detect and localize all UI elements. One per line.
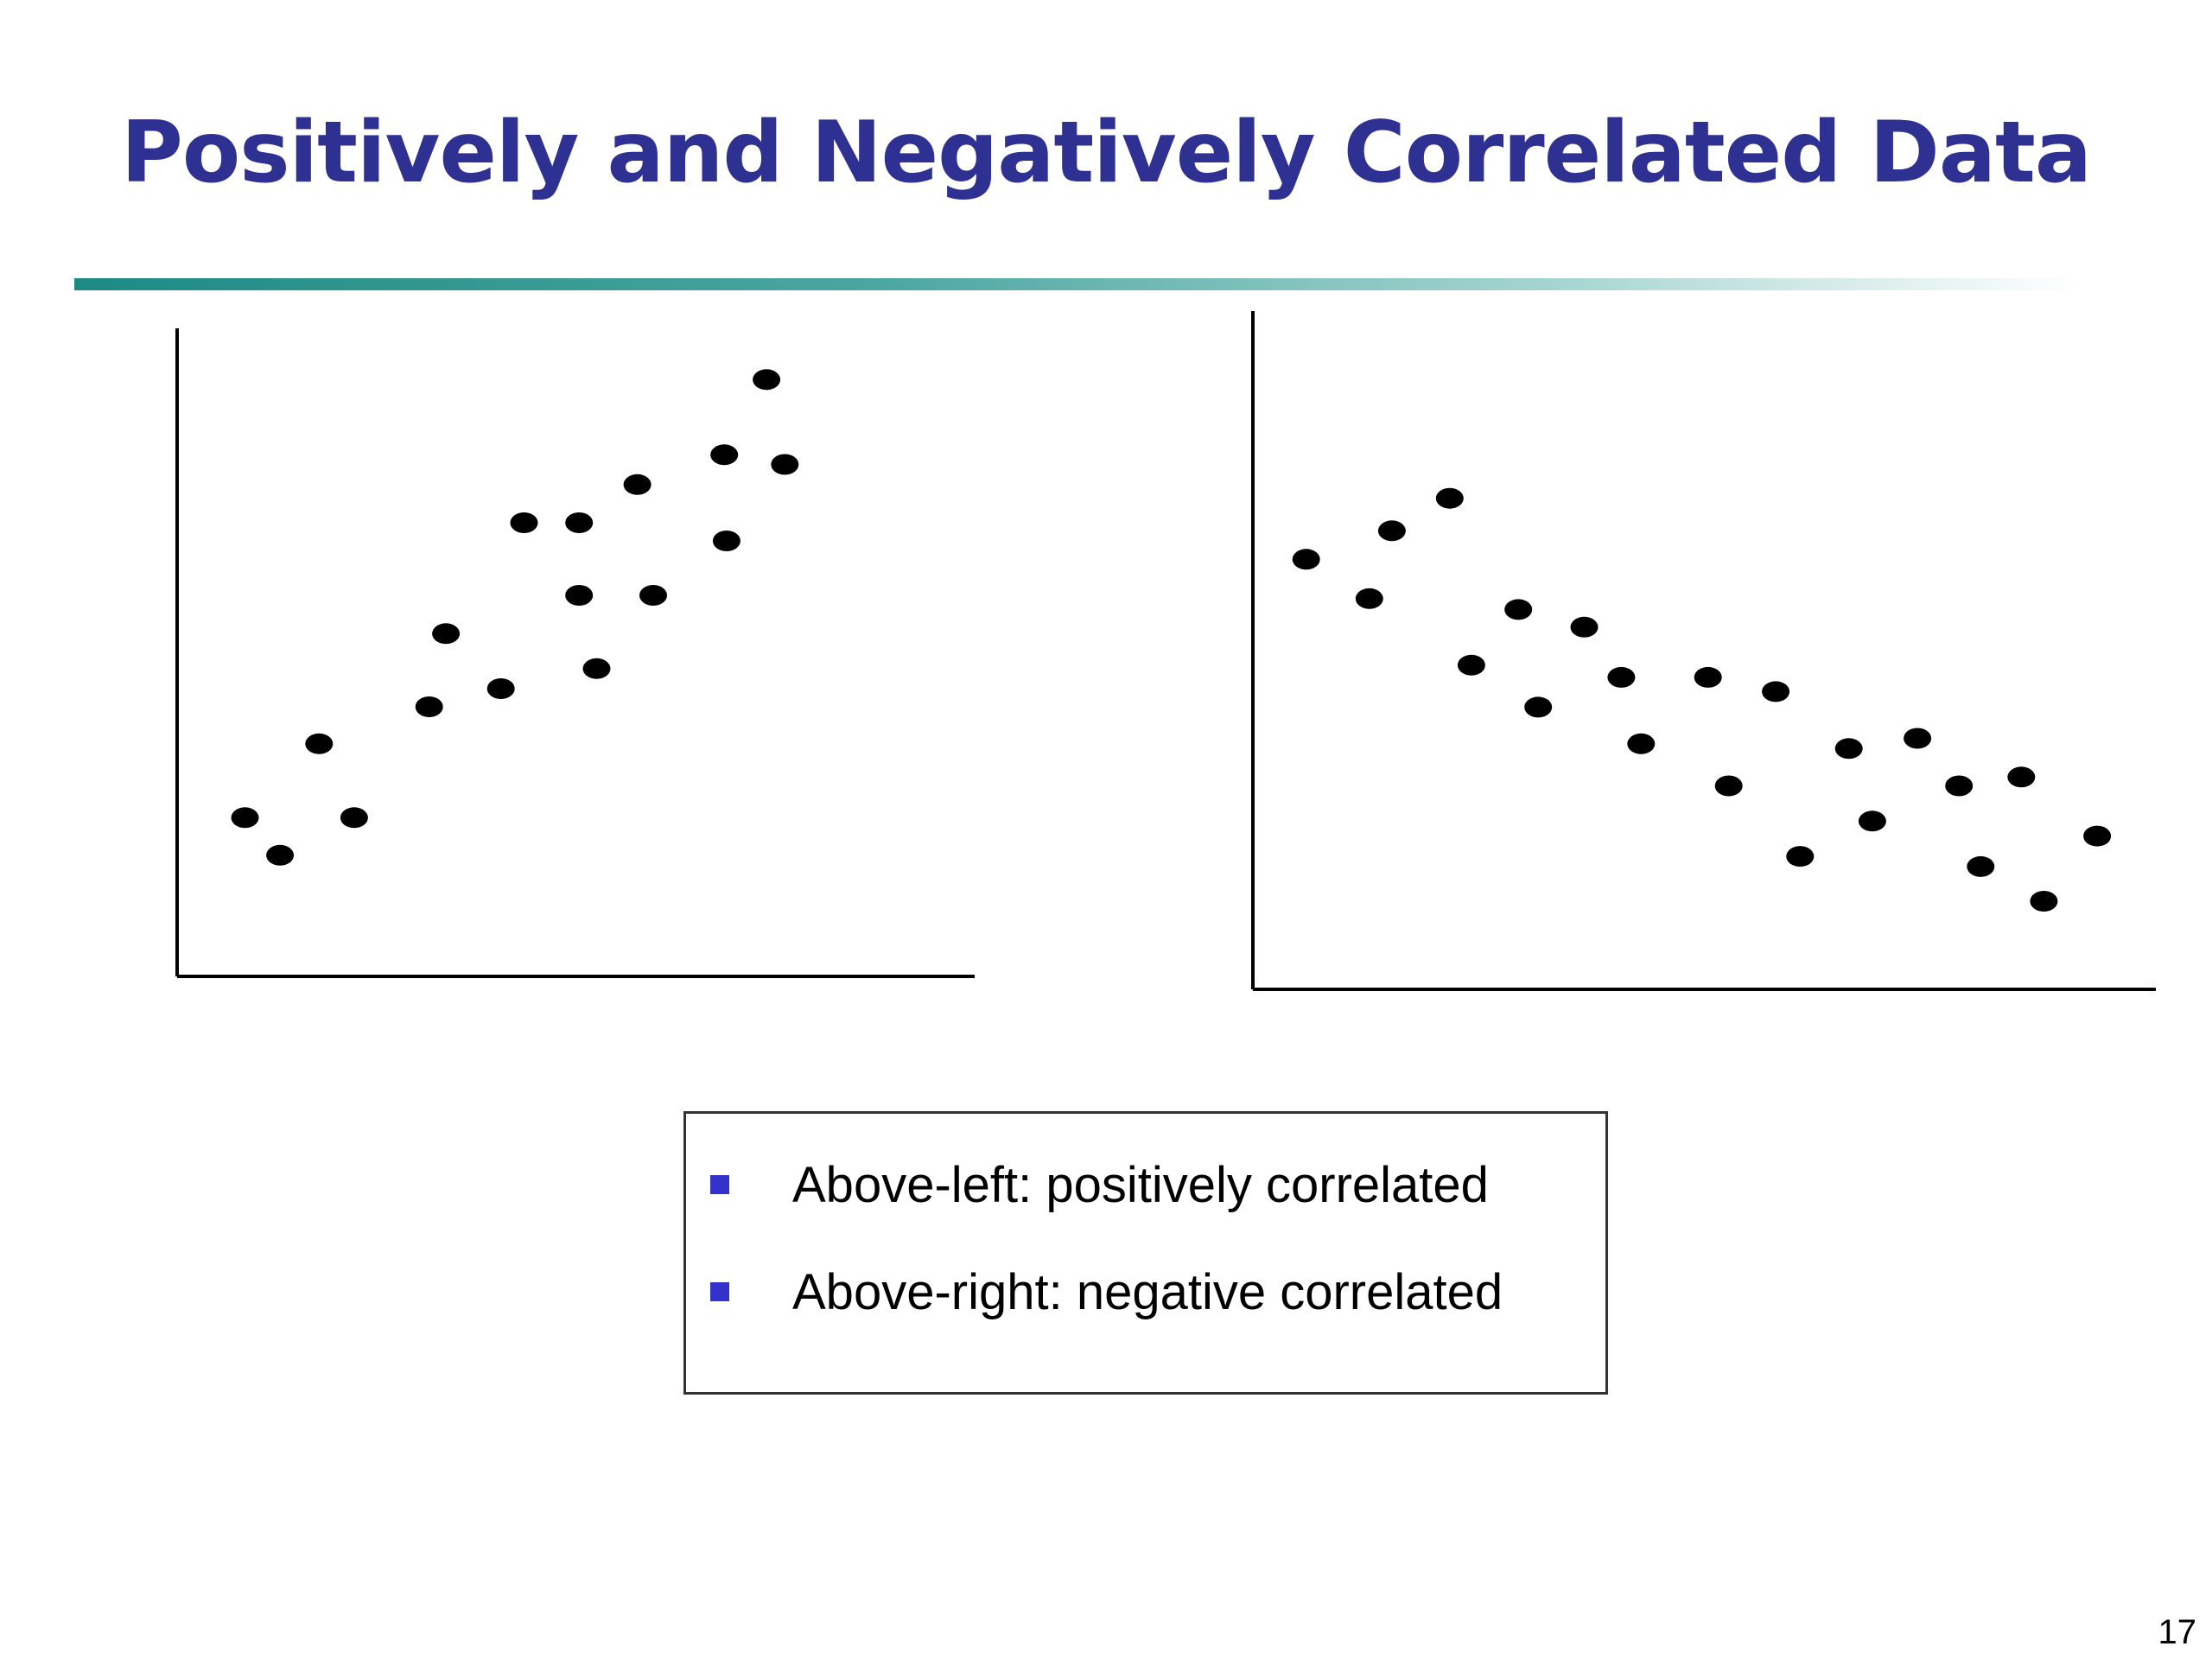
data-point <box>1834 738 1863 760</box>
data-point <box>771 454 799 475</box>
data-point <box>1435 487 1464 509</box>
caption-box: Above-left: positively correlated Above-… <box>683 1111 1608 1395</box>
data-point <box>1945 775 1974 797</box>
bullet-icon <box>710 1282 729 1301</box>
page-number: 17 <box>2158 1613 2197 1651</box>
data-point <box>432 623 461 645</box>
scatter-charts <box>175 311 2156 991</box>
data-point <box>415 696 443 717</box>
data-point <box>565 585 594 606</box>
data-point <box>1786 846 1815 868</box>
bullet-icon <box>710 1175 729 1194</box>
slide-title: Positively and Negatively Correlated Dat… <box>121 104 2092 202</box>
data-point <box>2083 825 2112 847</box>
data-point <box>1355 588 1383 609</box>
data-point <box>710 444 739 466</box>
data-point <box>1967 855 1995 877</box>
data-point <box>1904 728 1932 749</box>
data-point <box>565 512 594 533</box>
data-point <box>340 807 368 829</box>
title-divider <box>74 278 2079 290</box>
data-point <box>1524 696 1553 718</box>
data-point <box>712 531 741 551</box>
data-point <box>2007 766 2036 788</box>
negative-correlation-scatter <box>1251 311 2156 991</box>
data-point <box>1570 616 1599 638</box>
data-point <box>1292 549 1320 570</box>
data-point <box>1694 666 1722 688</box>
data-point <box>510 512 538 533</box>
data-point <box>582 658 611 679</box>
positive-correlation-scatter <box>175 328 975 978</box>
data-point <box>1504 599 1533 620</box>
data-point <box>2030 891 2058 912</box>
data-point <box>1607 666 1636 688</box>
data-point <box>1762 681 1790 702</box>
caption-text-negative: Above-right: negative correlated <box>792 1263 1503 1320</box>
data-point <box>231 807 259 829</box>
data-point <box>639 585 667 606</box>
caption-text-positive: Above-left: positively correlated <box>792 1156 1489 1213</box>
data-point <box>266 844 295 866</box>
data-point <box>1457 654 1485 676</box>
data-point <box>1858 810 1886 832</box>
data-point <box>1714 775 1743 797</box>
data-point <box>623 474 652 495</box>
data-point <box>486 678 515 699</box>
data-point <box>753 369 781 391</box>
data-point <box>1627 733 1656 754</box>
data-point <box>305 733 334 754</box>
data-point <box>1377 520 1406 542</box>
